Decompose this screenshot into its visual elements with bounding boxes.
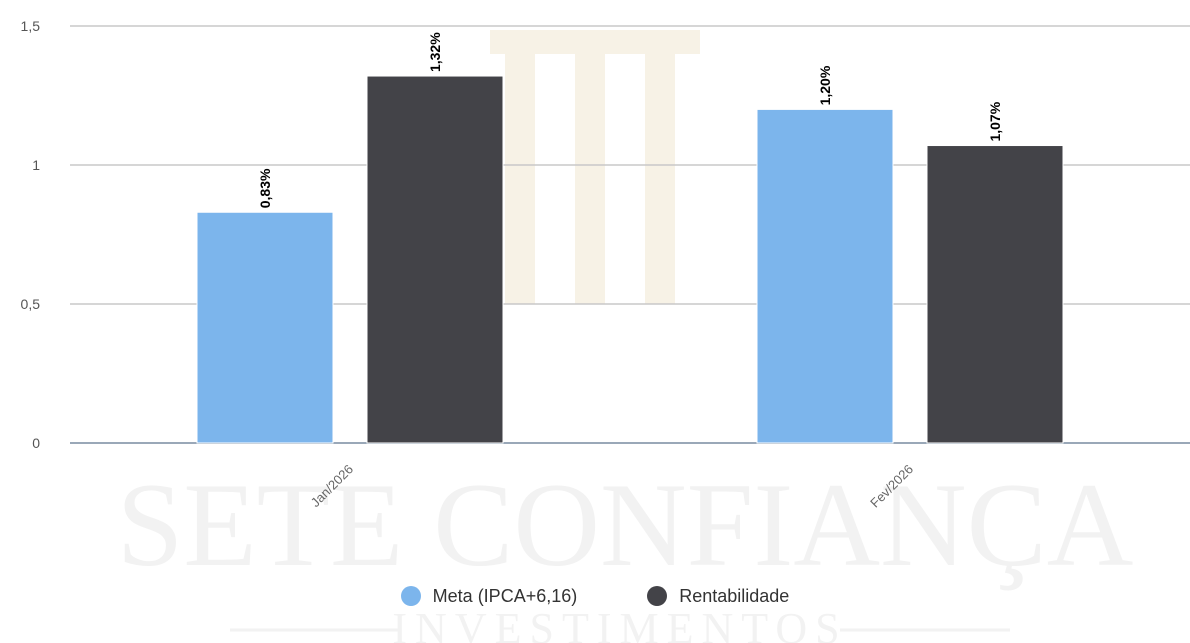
bar-rentabilidade[interactable] bbox=[926, 145, 1064, 444]
bar-meta[interactable] bbox=[196, 211, 334, 444]
watermark-sub-row: INVESTIMENTOS bbox=[230, 604, 1010, 643]
y-tick-label: 1,5 bbox=[21, 18, 41, 34]
watermark-logo: SETE CONFIANÇA INVESTIMENTOS bbox=[117, 30, 1134, 643]
y-tick-label: 0 bbox=[32, 435, 40, 451]
legend-item-meta[interactable]: Meta (IPCA+6,16) bbox=[400, 585, 578, 607]
legend-label-meta: Meta (IPCA+6,16) bbox=[432, 585, 578, 606]
watermark-column-icon bbox=[490, 30, 700, 304]
data-label: 1,32% bbox=[427, 32, 443, 72]
legend-item-rentabilidade[interactable]: Rentabilidade bbox=[647, 586, 789, 607]
y-tick-label: 1 bbox=[32, 157, 40, 173]
legend-marker-rentabilidade bbox=[647, 586, 668, 606]
data-label: 0,83% bbox=[257, 168, 273, 208]
watermark-sub-text: INVESTIMENTOS bbox=[392, 604, 847, 643]
legend-marker-meta bbox=[400, 586, 421, 606]
y-axis-ticks: 0 0,5 1 1,5 bbox=[21, 18, 41, 451]
data-label: 1,07% bbox=[987, 101, 1003, 141]
watermark-main-text: SETE CONFIANÇA bbox=[117, 458, 1134, 591]
bars bbox=[196, 75, 1064, 444]
y-tick-label: 0,5 bbox=[21, 296, 41, 312]
data-labels: 0,83% 1,32% 1,20% 1,07% bbox=[256, 30, 1005, 209]
legend: Meta (IPCA+6,16) Rentabilidade bbox=[0, 581, 1190, 611]
legend-label-rentabilidade: Rentabilidade bbox=[679, 585, 790, 606]
bar-meta[interactable] bbox=[756, 108, 894, 444]
bar-rentabilidade[interactable] bbox=[366, 75, 504, 444]
data-label: 1,20% bbox=[817, 65, 833, 105]
